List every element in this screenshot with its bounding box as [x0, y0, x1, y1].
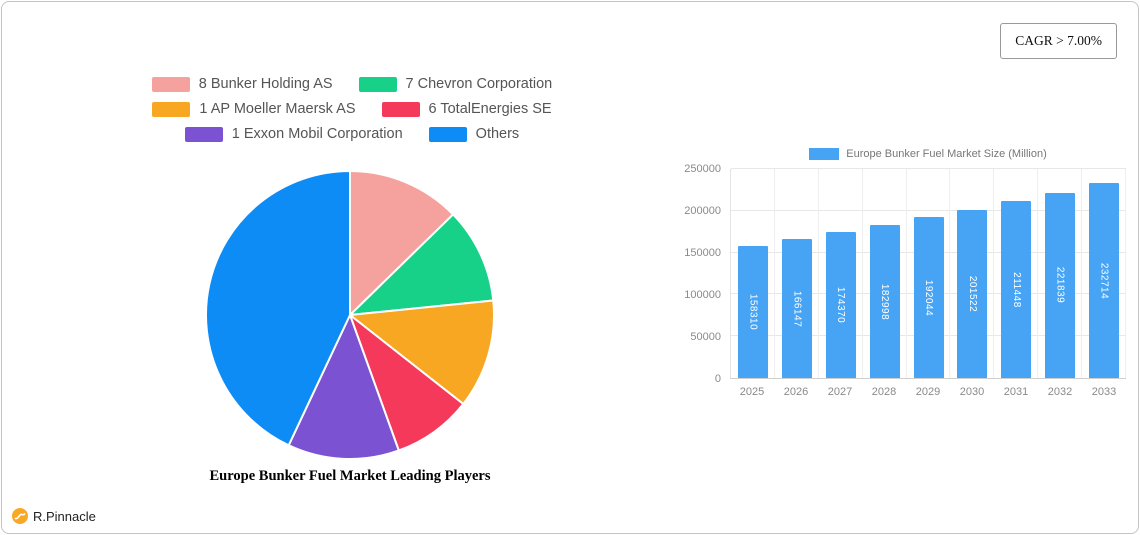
v-gridline	[1037, 169, 1039, 378]
bar[interactable]: 174370	[825, 232, 856, 378]
pie-slice[interactable]	[349, 213, 495, 316]
bar-y-axis: 0 50000 100000 150000 200000 250000	[684, 163, 730, 385]
bar[interactable]: 158310	[737, 245, 768, 378]
bar[interactable]: 232714	[1089, 183, 1120, 378]
y-tick-label: 250000	[684, 163, 721, 175]
v-gridline	[773, 169, 775, 378]
bar-value-label: 221839	[1054, 267, 1066, 304]
pie-legend-swatch	[184, 126, 223, 142]
x-tick-label: 2026	[783, 386, 809, 398]
bar-slot: 221839	[1038, 169, 1082, 378]
bar[interactable]: 182998	[869, 225, 900, 378]
bar-value-label: 174370	[835, 286, 847, 324]
x-tick-label: 2030	[959, 386, 985, 398]
pie-legend-row: 8 Bunker Holding AS 7 Chevron Corporatio…	[151, 76, 553, 92]
bar[interactable]: 221839	[1045, 192, 1076, 378]
pie-slice[interactable]	[205, 170, 351, 447]
bar-slot: 174370	[819, 169, 863, 378]
legend-item-totalenergies[interactable]: 6 TotalEnergies SE	[381, 101, 552, 117]
legend-label: 7 Chevron Corporation	[405, 76, 553, 92]
bar-value-label: 192044	[923, 279, 934, 316]
logo-icon	[12, 508, 28, 524]
y-tick-label: 200000	[684, 205, 721, 217]
bar-slot: 211448	[994, 169, 1038, 378]
pie-legend-swatch	[428, 126, 467, 142]
x-tick-label: 2028	[871, 386, 897, 398]
bar-legend-swatch	[809, 148, 840, 160]
bar-legend-label: Europe Bunker Fuel Market Size (Million)	[846, 148, 1047, 160]
v-gridline	[817, 169, 819, 378]
x-tick-label: 2033	[1091, 386, 1117, 398]
bar-value-label: 182998	[879, 283, 891, 320]
pie-legend-row: 1 Exxon Mobil Corporation Others	[184, 126, 520, 142]
bar-slot: 201522	[950, 169, 994, 378]
y-tick-label: 150000	[684, 247, 721, 259]
legend-item-chevron[interactable]: 7 Chevron Corporation	[358, 76, 553, 92]
h-gridline	[731, 168, 1126, 169]
bar-chart-legend[interactable]: Europe Bunker Fuel Market Size (Million)	[730, 148, 1126, 160]
v-gridline	[1081, 169, 1083, 378]
bar-plot-area: 158310 166147 174370 182998 192044 201522 2114…	[730, 168, 1126, 379]
pie-legend: 8 Bunker Holding AS 7 Chevron Corporatio…	[102, 76, 602, 142]
pie-slice[interactable]	[349, 314, 465, 452]
x-tick-label: 2029	[915, 386, 941, 398]
x-tick-label: 2025	[739, 386, 765, 398]
v-gridline	[905, 169, 907, 378]
legend-label: 1 Exxon Mobil Corporation	[231, 126, 403, 142]
x-tick-label: 2027	[827, 386, 853, 398]
v-gridline	[861, 169, 863, 378]
bar-slot: 166147	[775, 169, 819, 378]
pie-chart	[205, 170, 495, 460]
v-gridline	[1125, 169, 1126, 378]
bar-slot: 182998	[863, 169, 907, 378]
bar-value-label: 158310	[747, 293, 759, 331]
x-tick-label: 2032	[1047, 386, 1073, 398]
legend-item-exxon[interactable]: 1 Exxon Mobil Corporation	[184, 126, 403, 142]
legend-label: 6 TotalEnergies SE	[428, 101, 552, 117]
cagr-badge: CAGR > 7.00%	[1000, 23, 1117, 59]
pie-legend-swatch	[151, 76, 190, 92]
legend-label: Others	[475, 126, 520, 142]
bar-chart-section: Europe Bunker Fuel Market Size (Million)…	[684, 148, 1130, 398]
bar-slot: 232714	[1082, 169, 1126, 378]
pie-slice[interactable]	[287, 314, 400, 460]
bar-chart-body: 0 50000 100000 150000 200000 250000 158310 166…	[684, 163, 1130, 385]
v-gridline	[993, 169, 995, 378]
bar[interactable]: 192044	[913, 217, 944, 378]
legend-item-maersk[interactable]: 1 AP Moeller Maersk AS	[152, 101, 356, 117]
brand-logo: R.Pinnacle	[12, 508, 96, 524]
bar-value-label: 232714	[1098, 262, 1110, 299]
pie-legend-swatch	[358, 76, 397, 92]
bar-slot: 158310	[731, 169, 775, 378]
bar-value-label: 211448	[1010, 271, 1022, 308]
pie-slice[interactable]	[349, 170, 455, 316]
legend-item-others[interactable]: Others	[428, 126, 520, 142]
pie-chart-title: Europe Bunker Fuel Market Leading Player…	[209, 468, 491, 484]
pie-legend-row: 1 AP Moeller Maersk AS 6 TotalEnergies S…	[152, 101, 552, 117]
y-tick-label: 0	[714, 373, 721, 385]
bar[interactable]: 166147	[781, 239, 812, 378]
y-tick-label: 100000	[684, 289, 721, 301]
legend-label: 1 AP Moeller Maersk AS	[199, 101, 356, 117]
bar-x-axis: 2025 2026 2027 2028 2029 2030 2031 2032 2033	[730, 386, 1126, 398]
bar-value-label: 166147	[791, 290, 803, 327]
legend-item-bunker-holding[interactable]: 8 Bunker Holding AS	[151, 76, 333, 92]
bar-value-label: 201522	[966, 275, 978, 312]
y-tick-label: 50000	[690, 331, 721, 343]
bar[interactable]: 201522	[957, 209, 988, 378]
legend-label: 8 Bunker Holding AS	[198, 76, 333, 92]
v-gridline	[949, 169, 951, 378]
h-gridline	[731, 209, 1126, 211]
bar[interactable]: 211448	[1001, 201, 1032, 378]
pie-legend-swatch	[152, 101, 191, 117]
pie-slice[interactable]	[349, 299, 495, 405]
logo-text: R.Pinnacle	[33, 508, 96, 524]
pie-legend-swatch	[381, 101, 420, 117]
x-tick-label: 2031	[1003, 386, 1029, 398]
bar-slot: 192044	[907, 169, 951, 378]
